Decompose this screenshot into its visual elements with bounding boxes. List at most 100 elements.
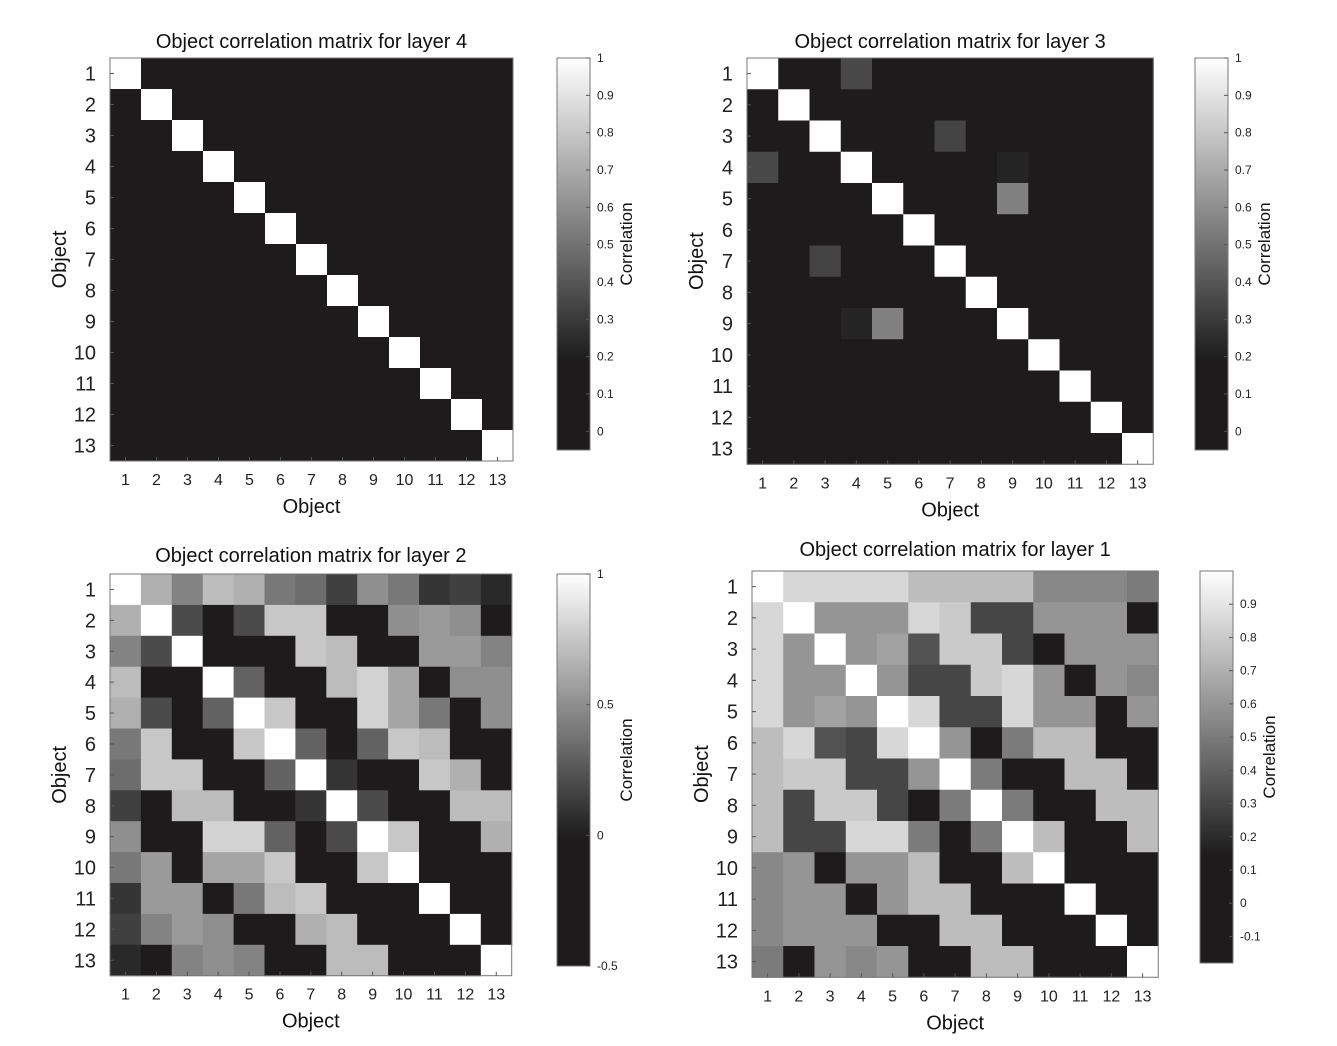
colorbar-tick-label: 0.5 (1235, 238, 1252, 252)
y-tick-label: 5 (85, 188, 96, 210)
heatmap-cell (265, 213, 297, 245)
heatmap-cell (295, 697, 327, 729)
heatmap-cell (908, 602, 940, 634)
heatmap-cell (419, 852, 451, 884)
heatmap-cell (265, 244, 297, 276)
heatmap-cell (326, 790, 358, 822)
heatmap-cell (480, 574, 513, 606)
colorbar-tick-label: 0 (1240, 896, 1247, 910)
heatmap-cell (202, 574, 235, 606)
heatmap-cell (203, 120, 235, 152)
x-tick-label: 11 (427, 472, 444, 489)
colorbar-tick-label: 0.3 (597, 312, 614, 326)
x-tick-label: 8 (982, 988, 991, 1005)
heatmap-cell (845, 758, 878, 791)
heatmap-cell (172, 182, 204, 214)
heatmap-cell (203, 306, 235, 338)
heatmap-cell (357, 852, 389, 884)
heatmap-cell (783, 852, 815, 884)
heatmap-cell (1090, 183, 1123, 215)
heatmap-cell (140, 666, 173, 699)
heatmap-cell (965, 120, 998, 153)
heatmap-cell (1090, 433, 1123, 465)
heatmap-cell (809, 308, 842, 340)
y-tick-label: 6 (85, 734, 96, 756)
heatmap-cell (420, 213, 452, 245)
y-tick-label: 4 (85, 157, 96, 179)
heatmap-cell (747, 245, 779, 278)
heatmap-cell (1059, 339, 1092, 371)
heatmap-cell (295, 883, 327, 915)
heatmap-cell (872, 308, 904, 340)
heatmap-cell (939, 696, 972, 728)
heatmap-cell (389, 368, 421, 400)
heatmap-cell (903, 276, 935, 309)
heatmap-cell (1122, 276, 1154, 309)
heatmap-cell (326, 666, 358, 699)
heatmap-cell (845, 571, 878, 603)
heatmap-cell (908, 789, 940, 822)
heatmap-cell (420, 151, 452, 183)
heatmap-cell (783, 602, 815, 634)
colorbar-label: Correlation (1255, 202, 1274, 285)
heatmap-cell (264, 790, 296, 822)
heatmap-cell (908, 883, 940, 916)
heatmap-cell (752, 946, 784, 978)
heatmap-cell (389, 151, 421, 183)
heatmap-cell (840, 58, 873, 90)
x-tick-label: 1 (763, 988, 772, 1005)
heatmap-cell (357, 666, 389, 699)
heatmap-cell (327, 182, 359, 214)
x-tick-label: 6 (276, 472, 285, 489)
heatmap-cell (234, 151, 266, 183)
heatmap-cell (264, 913, 296, 946)
heatmap-cell (327, 306, 359, 338)
heatmap-cell (203, 89, 235, 121)
heatmap-cell (480, 666, 513, 699)
heatmap-cell (172, 275, 204, 307)
heatmap-cell (814, 883, 847, 916)
heatmap-cell (783, 883, 815, 916)
heatmap-cell (203, 399, 235, 431)
heatmap-cell (234, 58, 266, 90)
heatmap-cell (234, 213, 266, 245)
heatmap-cell (872, 245, 904, 278)
heatmap-cell (202, 759, 235, 791)
heatmap-cell (140, 913, 173, 946)
heatmap-cell (110, 182, 142, 214)
heatmap-cell (1033, 883, 1065, 916)
colorbar (1199, 570, 1234, 964)
heatmap-cell (171, 574, 204, 606)
heatmap-cell (296, 89, 328, 121)
heatmap-cell (141, 182, 173, 214)
heatmap-cell (1095, 696, 1128, 728)
heatmap-cell (965, 308, 998, 340)
heatmap-cell (908, 571, 940, 603)
heatmap-cell (1095, 946, 1128, 978)
heatmap-cell (358, 399, 390, 431)
heatmap-cell (939, 664, 972, 697)
colorbar-tick-label: -0.5 (597, 959, 618, 973)
colorbar-tick-label: 0.1 (1235, 387, 1252, 401)
heatmap-cell (1095, 727, 1128, 759)
y-tick-label: 11 (75, 888, 96, 910)
heatmap-cell (480, 635, 513, 668)
heatmap-cell (997, 370, 1029, 403)
heatmap-cell (1002, 602, 1034, 634)
heatmap-cell (1059, 183, 1092, 215)
heatmap-cell (234, 89, 266, 121)
heatmap-cell (203, 151, 235, 183)
x-tick-label: 5 (245, 987, 254, 1004)
colorbar-tick-label: 0.8 (597, 126, 614, 140)
heatmap-cell (934, 308, 967, 340)
heatmap-cell (1095, 914, 1128, 947)
heatmap-cell (172, 430, 204, 462)
heatmap-cell (172, 120, 204, 152)
heatmap-cell (141, 275, 173, 307)
heatmap-cell (233, 913, 265, 946)
colorbar-tick-label: 0.4 (1240, 763, 1257, 777)
heatmap-cell (778, 151, 810, 184)
heatmap-cell (234, 430, 266, 462)
heatmap-cell (1122, 339, 1154, 371)
